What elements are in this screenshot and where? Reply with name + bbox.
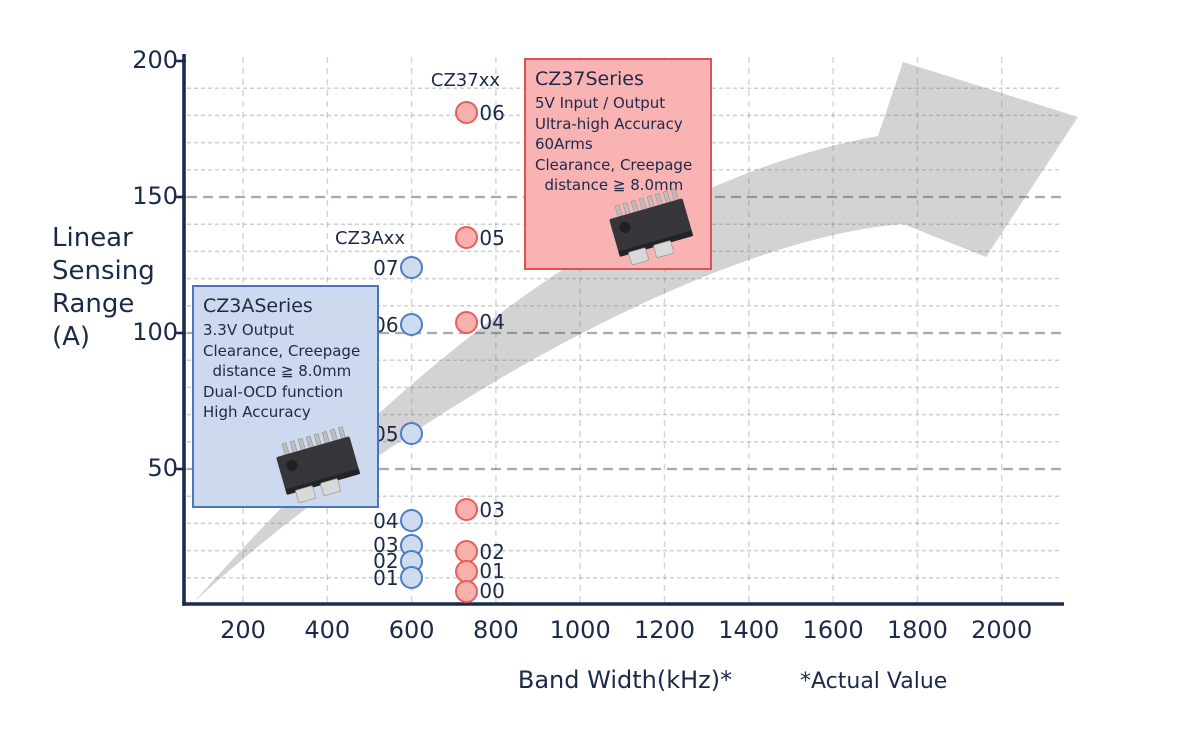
callout-line: 3.3V Output bbox=[203, 321, 294, 339]
point-label-CZ3Axx-02: 02 bbox=[373, 549, 399, 574]
point-label-CZ3Axx-01: 01 bbox=[373, 565, 399, 590]
x-tick-label: 800 bbox=[472, 616, 519, 644]
x-tick-label: 200 bbox=[220, 616, 266, 644]
callout-line: 60Arms bbox=[535, 135, 593, 153]
x-tick-label: 600 bbox=[388, 616, 435, 644]
point-CZ3Axx-06 bbox=[400, 313, 424, 337]
x-axis-footnote: *Actual Value bbox=[800, 669, 948, 694]
point-CZ3Axx-01 bbox=[400, 566, 424, 590]
x-tick-label: 1800 bbox=[886, 616, 948, 644]
callout-line: distance ≧ 8.0mm bbox=[203, 362, 352, 380]
callout-line: High Accuracy bbox=[203, 403, 311, 421]
callout-cz37-title: CZ37Series bbox=[535, 68, 644, 90]
y-tick-label: 100 bbox=[132, 318, 178, 346]
callout-cz3a-series: CZ3ASeries 3.3V Output Clearance, Creepag… bbox=[192, 285, 379, 508]
y-axis-title-line: Linear bbox=[52, 223, 133, 253]
callout-line: Clearance, Creepage bbox=[203, 341, 361, 360]
point-label-CZ37xx-00: 00 bbox=[479, 579, 505, 604]
y-tick-label: 50 bbox=[147, 454, 178, 482]
y-axis-title-line: Range bbox=[52, 289, 135, 319]
ic-chip-image bbox=[609, 188, 693, 266]
x-tick-label: 2000 bbox=[971, 616, 1033, 644]
point-label-CZ37xx-05: 05 bbox=[479, 225, 505, 250]
trend-arrow bbox=[193, 62, 1078, 603]
point-label-CZ37xx-02: 02 bbox=[479, 539, 505, 564]
x-tick-label: 1000 bbox=[549, 616, 611, 644]
point-label-CZ3Axx-03: 03 bbox=[373, 533, 399, 558]
callout-line: Clearance, Creepage bbox=[535, 155, 693, 174]
point-label-CZ37xx-03: 03 bbox=[479, 497, 505, 522]
series-label-cz37xx: CZ37xx bbox=[430, 70, 500, 91]
callout-line: Dual-OCD function bbox=[203, 382, 344, 401]
point-CZ37xx-05 bbox=[454, 226, 478, 250]
point-CZ3Axx-04 bbox=[400, 509, 424, 533]
x-tick-label: 1200 bbox=[633, 616, 696, 644]
series-label-cz3axx: CZ3Axx bbox=[335, 228, 405, 249]
point-label-CZ3Axx-04: 04 bbox=[373, 508, 399, 533]
x-axis-title: Band Width(kHz)* bbox=[517, 666, 733, 694]
callout-line: Ultra-high Accuracy bbox=[535, 114, 683, 133]
point-CZ3Axx-05 bbox=[400, 422, 424, 446]
callout-cz37-series: CZ37Series 5V Input / Output Ultra-high A… bbox=[524, 58, 712, 270]
y-tick-label: 150 bbox=[132, 182, 178, 210]
callout-line: distance ≧ 8.0mm bbox=[535, 176, 684, 194]
callout-cz37-lines: 5V Input / Output Ultra-high Accuracy 60Ar… bbox=[535, 93, 701, 196]
point-label-CZ37xx-04: 04 bbox=[479, 310, 505, 335]
point-CZ37xx-04 bbox=[454, 310, 478, 334]
x-tick-label: 1400 bbox=[718, 616, 780, 644]
y-axis-title-line: Sensing bbox=[52, 256, 155, 286]
point-CZ37xx-00 bbox=[454, 579, 478, 603]
y-axis-title-line: (A) bbox=[52, 322, 91, 352]
point-label-CZ3Axx-07: 07 bbox=[373, 255, 399, 280]
callout-line: 5V Input / Output bbox=[535, 94, 666, 112]
axes bbox=[175, 54, 1064, 606]
ic-chip-image bbox=[276, 426, 360, 504]
point-CZ37xx-03 bbox=[454, 498, 478, 522]
x-tick-label: 1600 bbox=[802, 616, 864, 644]
callout-cz3a-lines: 3.3V Output Clearance, Creepage distance … bbox=[203, 320, 368, 423]
point-CZ37xx-06 bbox=[454, 101, 478, 125]
x-tick-label: 400 bbox=[304, 616, 351, 644]
point-label-CZ37xx-01: 01 bbox=[479, 559, 505, 583]
y-tick-label: 200 bbox=[132, 46, 178, 74]
y-axis-title: Linear Sensing Range (A) bbox=[52, 222, 155, 354]
callout-cz3a-title: CZ3ASeries bbox=[203, 295, 313, 317]
point-label-CZ37xx-06: 06 bbox=[479, 100, 505, 125]
point-CZ3Axx-07 bbox=[400, 256, 424, 280]
